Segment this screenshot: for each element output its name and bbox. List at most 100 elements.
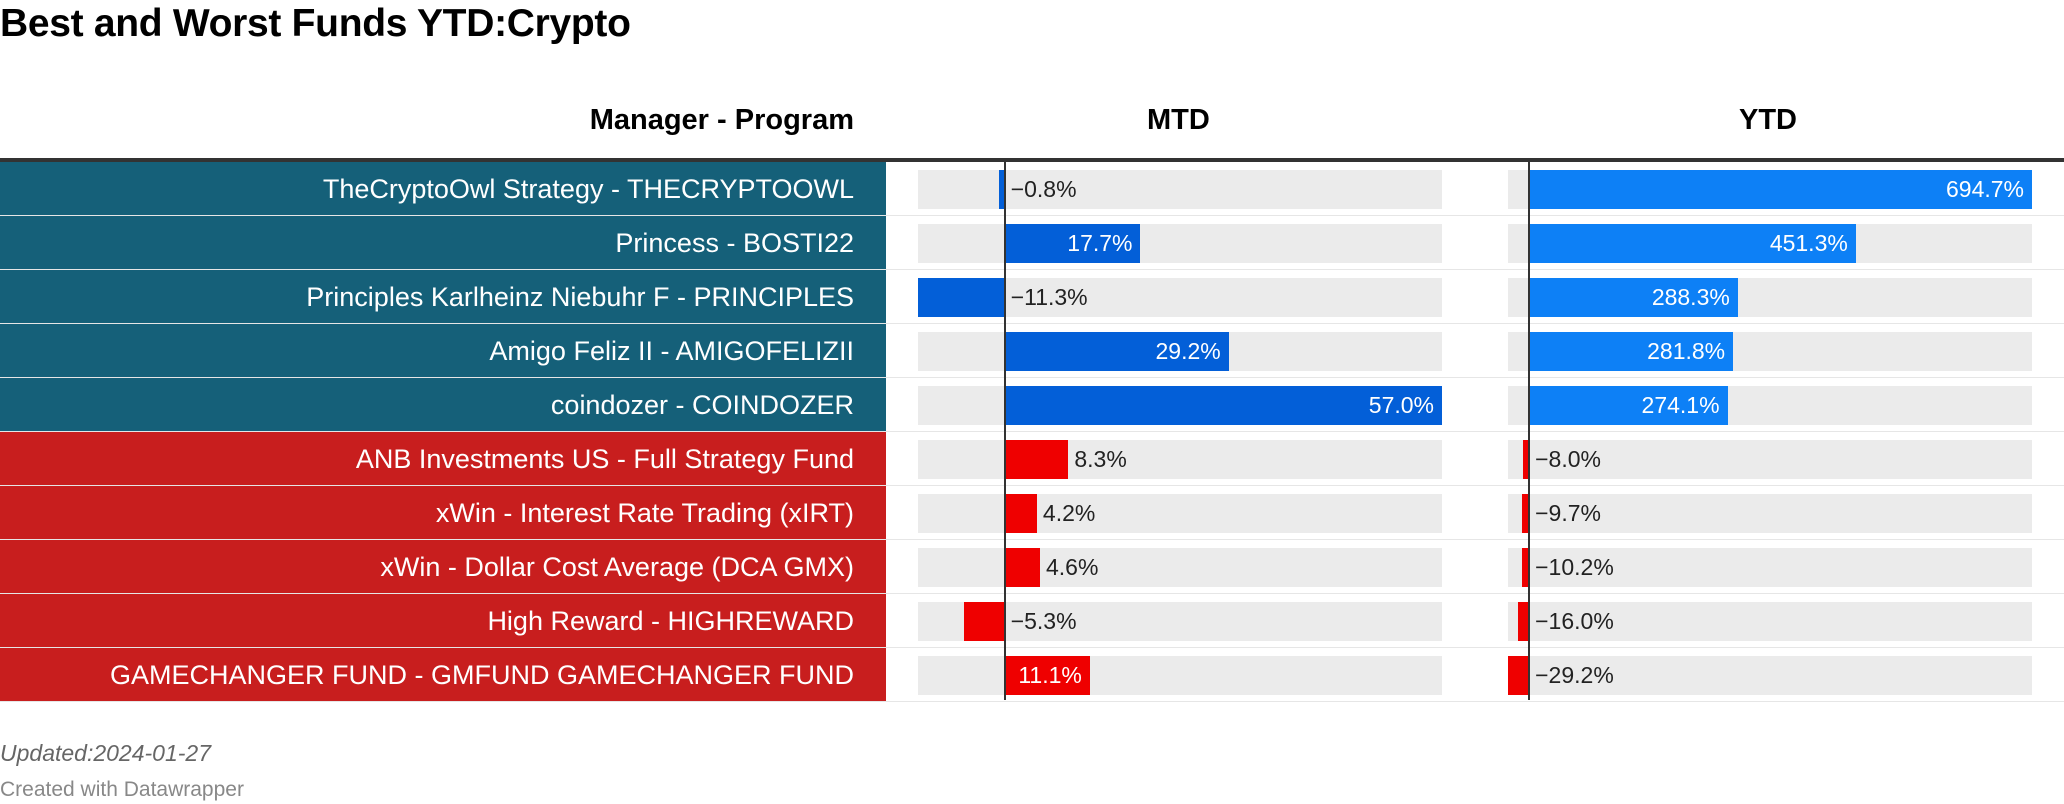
mtd-bar bbox=[1004, 440, 1069, 479]
datawrapper-credit: Created with Datawrapper bbox=[0, 778, 244, 801]
row-separator bbox=[0, 647, 2064, 648]
table-row: High Reward - HIGHREWARD −5.3% −16.0% bbox=[0, 594, 2064, 648]
updated-note: Updated:2024-01-27 bbox=[0, 740, 211, 766]
fund-name: Principles Karlheinz Niebuhr F - PRINCIP… bbox=[306, 282, 854, 312]
fund-name-cell: Principles Karlheinz Niebuhr F - PRINCIP… bbox=[0, 270, 886, 324]
fund-name-cell: coindozer - COINDOZER bbox=[0, 378, 886, 432]
ytd-bar bbox=[1508, 656, 1530, 695]
fund-name: coindozer - COINDOZER bbox=[550, 390, 854, 420]
ytd-value-label: −9.7% bbox=[1535, 500, 1601, 526]
table-row: xWin - Interest Rate Trading (xIRT) 4.2% −… bbox=[0, 486, 2064, 540]
mtd-track bbox=[918, 656, 1442, 695]
fund-name-cell: ANB Investments US - Full Strategy Fund bbox=[0, 432, 886, 486]
mtd-bar bbox=[1004, 548, 1040, 587]
row-separator bbox=[0, 377, 2064, 378]
fund-name-cell: High Reward - HIGHREWARD bbox=[0, 594, 886, 648]
mtd-value-label: 29.2% bbox=[1155, 338, 1221, 364]
fund-name: xWin - Dollar Cost Average (DCA GMX) bbox=[380, 552, 854, 582]
row-separator bbox=[0, 323, 2064, 324]
mtd-track bbox=[918, 494, 1442, 533]
column-header-ytd: YTD bbox=[1739, 104, 1797, 136]
ytd-value-label: 281.8% bbox=[1647, 338, 1726, 364]
mtd-value-label: −11.3% bbox=[1010, 284, 1088, 310]
mtd-track bbox=[918, 440, 1442, 479]
fund-name: Amigo Feliz II - AMIGOFELIZII bbox=[489, 336, 854, 366]
mtd-bar bbox=[1004, 332, 1229, 371]
mtd-value-label: 57.0% bbox=[1368, 392, 1434, 418]
fund-name: GAMECHANGER FUND - GMFUND GAMECHANGER FU… bbox=[109, 660, 854, 690]
mtd-bar bbox=[918, 278, 1005, 317]
ytd-value-label: −29.2% bbox=[1535, 662, 1614, 688]
ytd-value-label: 451.3% bbox=[1769, 230, 1848, 256]
row-separator bbox=[0, 269, 2064, 270]
table-row: ANB Investments US - Full Strategy Fund 8… bbox=[0, 432, 2064, 486]
ytd-value-label: −8.0% bbox=[1535, 446, 1601, 472]
fund-name: ANB Investments US - Full Strategy Fund bbox=[355, 444, 854, 474]
mtd-value-label: 11.1% bbox=[1018, 662, 1082, 688]
mtd-value-label: −0.8% bbox=[1010, 176, 1077, 202]
table-row: GAMECHANGER FUND - GMFUND GAMECHANGER FU… bbox=[0, 648, 2064, 702]
row-separator bbox=[0, 539, 2064, 540]
mtd-bar bbox=[1004, 224, 1141, 263]
fund-name-cell: TheCryptoOwl Strategy - THECRYPTOOWL bbox=[0, 162, 886, 216]
chart-title: Best and Worst Funds YTD:Crypto bbox=[0, 2, 631, 45]
fund-name-cell: xWin - Interest Rate Trading (xIRT) bbox=[0, 486, 886, 540]
table-row: coindozer - COINDOZER 57.0% 274.1% bbox=[0, 378, 2064, 432]
table-row: TheCryptoOwl Strategy - THECRYPTOOWL −0.8… bbox=[0, 162, 2064, 216]
ytd-bar bbox=[1529, 170, 2032, 209]
mtd-value-label: 4.2% bbox=[1042, 500, 1096, 526]
ytd-bar bbox=[1522, 494, 1530, 533]
fund-name: xWin - Interest Rate Trading (xIRT) bbox=[435, 498, 854, 528]
ytd-track bbox=[1508, 440, 2032, 479]
ytd-bar bbox=[1529, 332, 1734, 371]
fund-name-cell: xWin - Dollar Cost Average (DCA GMX) bbox=[0, 540, 886, 594]
ytd-bar bbox=[1523, 440, 1530, 479]
ytd-value-label: 274.1% bbox=[1641, 392, 1720, 418]
mtd-bar bbox=[1004, 656, 1090, 695]
mtd-value-label: 4.6% bbox=[1045, 554, 1099, 580]
mtd-value-label: 17.7% bbox=[1067, 230, 1133, 256]
ytd-bar bbox=[1529, 386, 1728, 425]
fund-name-cell: GAMECHANGER FUND - GMFUND GAMECHANGER FU… bbox=[0, 648, 886, 702]
fund-name: TheCryptoOwl Strategy - THECRYPTOOWL bbox=[322, 174, 854, 204]
mtd-bar bbox=[964, 602, 1005, 641]
row-separator bbox=[0, 593, 2064, 594]
ytd-track bbox=[1508, 494, 2032, 533]
column-header-manager: Manager - Program bbox=[589, 104, 854, 136]
ytd-bar bbox=[1529, 278, 1738, 317]
ytd-track bbox=[1508, 656, 2032, 695]
row-separator bbox=[0, 701, 2064, 702]
table-row: xWin - Dollar Cost Average (DCA GMX) 4.6%… bbox=[0, 540, 2064, 594]
mtd-bar bbox=[1004, 494, 1037, 533]
row-separator bbox=[0, 431, 2064, 432]
fund-name: Princess - BOSTI22 bbox=[615, 228, 854, 258]
ytd-track bbox=[1508, 602, 2032, 641]
ytd-bar bbox=[1521, 548, 1530, 587]
ytd-bar bbox=[1517, 602, 1530, 641]
ytd-value-label: −16.0% bbox=[1535, 608, 1614, 634]
ytd-track bbox=[1508, 548, 2032, 587]
table-row: Principles Karlheinz Niebuhr F - PRINCIP… bbox=[0, 270, 2064, 324]
table-row: Princess - BOSTI22 17.7% 451.3% bbox=[0, 216, 2064, 270]
ytd-value-label: −10.2% bbox=[1535, 554, 1614, 580]
fund-name: High Reward - HIGHREWARD bbox=[487, 606, 854, 636]
ytd-zero-line bbox=[1528, 162, 1531, 700]
mtd-bar bbox=[998, 170, 1005, 209]
mtd-track bbox=[918, 548, 1442, 587]
mtd-track bbox=[918, 170, 1442, 209]
fund-name-cell: Princess - BOSTI22 bbox=[0, 216, 886, 270]
header-rule bbox=[0, 158, 2064, 162]
ytd-bar bbox=[1529, 224, 1856, 263]
table-row: Amigo Feliz II - AMIGOFELIZII 29.2% 281.8% bbox=[0, 324, 2064, 378]
fund-name-cell: Amigo Feliz II - AMIGOFELIZII bbox=[0, 324, 886, 378]
ytd-value-label: 288.3% bbox=[1651, 284, 1730, 310]
column-header-mtd: MTD bbox=[1147, 104, 1210, 136]
mtd-track bbox=[918, 224, 1442, 263]
mtd-value-label: 8.3% bbox=[1074, 446, 1127, 472]
mtd-value-label: −5.3% bbox=[1010, 608, 1077, 634]
mtd-zero-line bbox=[1003, 162, 1006, 700]
row-separator bbox=[0, 215, 2064, 216]
mtd-bar bbox=[1004, 386, 1442, 425]
ytd-value-label: 694.7% bbox=[1945, 176, 2024, 202]
row-separator bbox=[0, 485, 2064, 486]
